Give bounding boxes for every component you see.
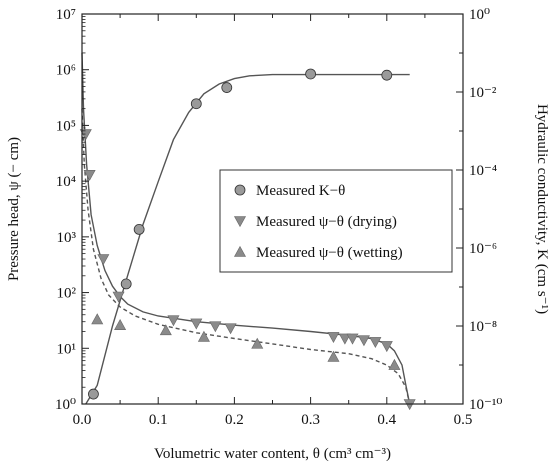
- y-left-tick-label: 10⁵: [56, 118, 76, 134]
- y-axis-label-right: Hydraulic conductivity, K (cm s⁻¹): [534, 104, 550, 314]
- y-axis-right: 10⁻¹⁰ 10⁻⁸ 10⁻⁶ 10⁻⁴ 10⁻² 10⁰: [456, 7, 502, 413]
- data-point-triangle-down: [338, 333, 351, 345]
- x-tick-label: 0.5: [454, 412, 473, 428]
- data-point-circle: [88, 388, 99, 400]
- y-right-tick-label: 10⁻⁸: [469, 319, 497, 335]
- x-tick-label: 0.0: [73, 412, 92, 428]
- x-tick-label: 0.3: [301, 412, 320, 428]
- fitted-curve-dashed: [81, 108, 411, 405]
- y-left-tick-label: 10⁷: [56, 7, 76, 23]
- data-point-triangle-up: [91, 313, 104, 325]
- y-right-tick-label: 10⁻²: [469, 85, 497, 101]
- x-tick-label: 0.4: [377, 412, 396, 428]
- data-point-circle: [305, 68, 317, 80]
- data-point-triangle-up: [114, 319, 127, 330]
- data-point-triangle-down: [97, 254, 110, 266]
- data-point-triangle-up: [388, 358, 401, 370]
- data-point-triangle-down: [357, 335, 370, 347]
- data-point-triangle-down: [346, 333, 359, 345]
- legend-marker: [233, 245, 247, 257]
- data-point-circle: [381, 69, 393, 81]
- data-point-triangle-down: [380, 341, 393, 353]
- data-point-circle: [133, 223, 145, 235]
- legend-label: Measured ψ−θ (drying): [256, 214, 397, 230]
- data-point-triangle-down: [209, 321, 222, 333]
- data-point-triangle-down: [190, 318, 203, 330]
- data-point-triangle-up: [251, 337, 264, 349]
- y-left-tick-label: 10¹: [57, 341, 77, 357]
- y-left-tick-label: 10⁰: [55, 397, 76, 413]
- data-point-triangle-down: [327, 332, 340, 344]
- data-point-circle: [221, 82, 233, 93]
- legend-label: Measured K−θ: [256, 183, 345, 199]
- y-right-tick-label: 10⁻¹⁰: [469, 397, 502, 413]
- data-point-triangle-down: [224, 323, 237, 335]
- y-right-tick-label: 10⁻⁴: [469, 163, 497, 179]
- y-left-tick-label: 10³: [57, 230, 77, 246]
- legend: Measured K−θ Measured ψ−θ (drying) Measure…: [219, 169, 453, 273]
- y-right-tick-label: 10⁰: [469, 7, 490, 23]
- y-left-tick-label: 10⁴: [56, 174, 76, 190]
- data-point-triangle-down: [167, 315, 180, 327]
- x-tick-label: 0.2: [225, 412, 244, 428]
- legend-label: Measured ψ−θ (wetting): [256, 245, 403, 261]
- legend-box: [219, 169, 453, 273]
- y-axis-left: 10⁰ 10¹ 10² 10³ 10⁴ 10⁵ 10⁶ 10⁷: [55, 7, 89, 413]
- y-axis-label-left: Pressure head, ψ (− cm): [6, 137, 22, 281]
- x-tick-label: 0.1: [149, 412, 168, 428]
- data-point-triangle-up: [197, 330, 210, 342]
- data-point-circle: [190, 98, 202, 110]
- y-right-tick-label: 10⁻⁶: [469, 241, 497, 257]
- legend-marker: [234, 184, 246, 196]
- legend-marker: [233, 216, 247, 228]
- data-point-circle: [120, 278, 132, 290]
- data-point-triangle-up: [159, 324, 172, 336]
- data-point-triangle-down: [79, 129, 92, 141]
- data-point-triangle-down: [112, 291, 125, 303]
- x-axis-label: Volumetric water content, θ (cm³ cm⁻³): [154, 446, 391, 462]
- y-left-tick-label: 10⁶: [56, 63, 76, 79]
- data-point-triangle-up: [327, 350, 340, 362]
- data-point-triangle-down: [83, 169, 96, 181]
- data-markers: [79, 68, 416, 411]
- x-axis: 0.0 0.1 0.2 0.3 0.4 0.5: [73, 14, 473, 428]
- data-point-triangle-down: [369, 337, 382, 349]
- y-left-tick-label: 10²: [57, 286, 77, 302]
